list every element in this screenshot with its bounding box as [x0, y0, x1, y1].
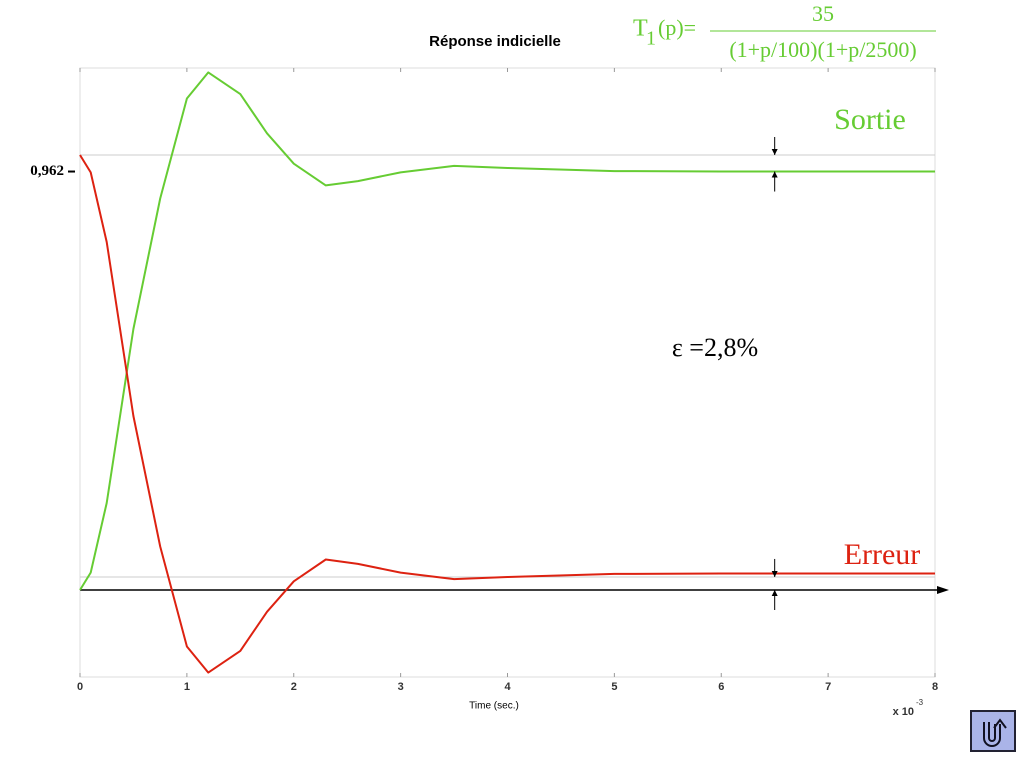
- legend-label: Sortie: [834, 103, 906, 136]
- x-axis-arrow: [937, 586, 949, 594]
- formula-sub: 1: [646, 28, 656, 50]
- series-line: [79, 154, 935, 674]
- button-frame[interactable]: [970, 710, 1016, 752]
- y-tick-label: 0,962: [30, 163, 64, 179]
- formula: T 1 (p)= 35 (1+p/100)(1+p/2500): [633, 1, 936, 62]
- x-tick-label: 3: [398, 681, 404, 693]
- x-axis-label: Time (sec.): [469, 701, 519, 712]
- formula-arg: (p)=: [658, 15, 696, 40]
- x-tick-label: 0: [77, 681, 83, 693]
- formula-lhs: T: [633, 16, 648, 42]
- x-tick-label: 5: [611, 681, 617, 693]
- legend-label: Erreur: [844, 538, 921, 571]
- annotation: ε =2,8%: [672, 333, 758, 362]
- x-multiplier: x 10: [893, 706, 914, 718]
- error-arrow-head: [771, 570, 778, 577]
- back-button[interactable]: [970, 710, 1016, 752]
- error-arrow-head: [771, 590, 778, 596]
- x-tick-label: 6: [718, 681, 724, 693]
- error-arrow-head: [771, 171, 778, 178]
- x-tick-label: 7: [825, 681, 831, 693]
- x-tick-label: 1: [184, 681, 190, 693]
- chart-title: Réponse indicielle: [429, 33, 561, 50]
- formula-denominator: (1+p/100)(1+p/2500): [729, 37, 916, 62]
- x-multiplier-exponent: -3: [916, 698, 924, 707]
- x-tick-label: 8: [932, 681, 938, 693]
- x-tick-label: 4: [504, 681, 511, 693]
- error-arrow-head: [771, 149, 778, 155]
- button-icon[interactable]: [983, 718, 1007, 747]
- plot-frame: [79, 67, 936, 678]
- series-line: [79, 71, 935, 591]
- formula-numerator: 35: [812, 1, 834, 26]
- x-tick-label: 2: [291, 681, 297, 693]
